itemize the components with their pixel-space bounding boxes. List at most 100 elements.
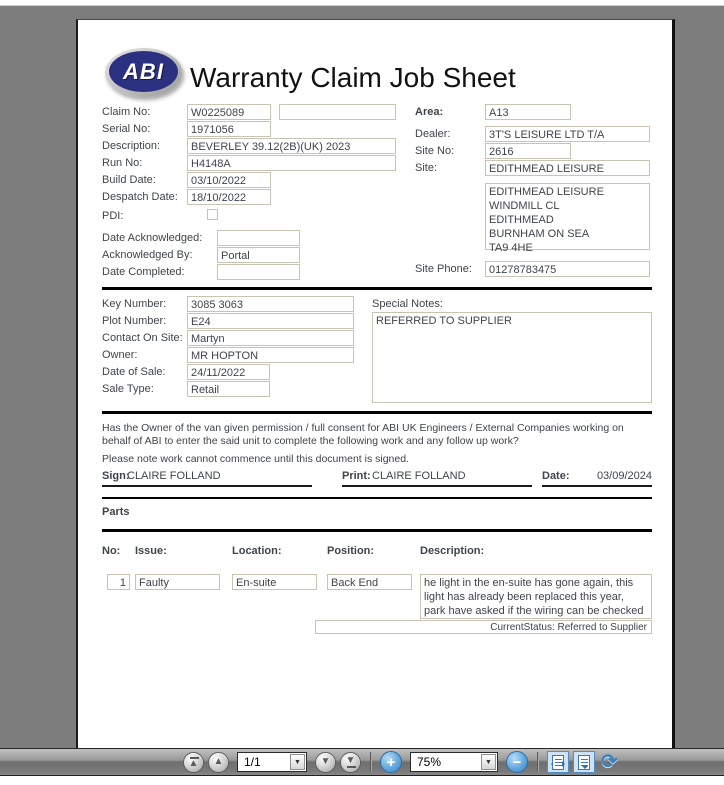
zoom-in-button[interactable]: + — [380, 751, 402, 773]
contact-on-site-field[interactable]: Martyn — [187, 330, 354, 346]
acknowledged-by-label: Acknowledged By: — [102, 249, 193, 261]
zoom-level-value: 75% — [417, 755, 442, 769]
fit-whole-page-button[interactable] — [573, 751, 595, 773]
part-position-field[interactable]: Back End — [327, 574, 412, 590]
previous-page-button[interactable]: ▲ — [208, 751, 229, 773]
owner-field[interactable]: MR HOPTON — [187, 347, 354, 363]
dealer-field[interactable]: 3T'S LEISURE LTD T/A — [485, 126, 650, 142]
key-number-field[interactable]: 3085 3063 — [187, 296, 354, 312]
contact-on-site-label: Contact On Site: — [102, 332, 183, 344]
viewer-toolbar: ▲ ▲ 1/1 ▼ ▼ ▼ + 75% ▼ − — [0, 748, 724, 776]
parts-header-location: Location: — [232, 545, 282, 557]
area-label: Area: — [415, 106, 444, 118]
down-arrow-icon: ▼ — [320, 756, 331, 767]
date-of-sale-label: Date of Sale: — [102, 366, 166, 378]
site-address-field[interactable]: EDITHMEAD LEISURE WINDMILL CL EDITHMEAD … — [485, 183, 650, 254]
section-divider-2 — [102, 411, 652, 414]
build-date-label: Build Date: — [102, 174, 156, 186]
site-label: Site: — [415, 162, 438, 174]
abi-logo-text: ABI — [123, 58, 164, 84]
special-notes-field[interactable]: REFERRED TO SUPPLIER — [372, 312, 652, 403]
date-completed-field[interactable] — [217, 264, 300, 280]
plus-icon: + — [386, 753, 396, 771]
print-line — [342, 485, 532, 487]
despatch-date-label: Despatch Date: — [102, 191, 178, 203]
claim-no-field[interactable]: W0225089 — [187, 104, 271, 120]
owner-label: Owner: — [102, 349, 138, 361]
zoom-out-button[interactable]: − — [506, 751, 528, 773]
page-indicator-combobox[interactable]: 1/1 ▼ — [237, 752, 307, 772]
claim-no-label: Claim No: — [102, 106, 151, 118]
plot-number-field[interactable]: E24 — [187, 313, 354, 329]
consent-question: Has the Owner of the van given permissio… — [102, 422, 624, 447]
date-label: Date: — [542, 470, 570, 482]
claim-no-extra-field[interactable] — [279, 104, 396, 120]
section-divider-1 — [102, 287, 652, 290]
sale-type-label: Sale Type: — [102, 383, 154, 395]
dealer-label: Dealer: — [415, 128, 451, 140]
zoom-level-combobox[interactable]: 75% ▼ — [410, 752, 498, 772]
site-phone-field[interactable]: 01278783475 — [485, 261, 650, 277]
consent-note: Please note work cannot commence until t… — [102, 453, 409, 465]
down-arrow-icon: ▼ — [345, 754, 356, 766]
toolbar-separator — [370, 752, 371, 772]
date-acknowledged-field[interactable] — [217, 230, 300, 246]
part-no-field[interactable]: 1 — [107, 574, 130, 590]
part-description-field[interactable]: he light in the en-suite has gone again,… — [420, 574, 652, 631]
pdi-label: PDI: — [102, 210, 124, 222]
dropdown-arrow-icon[interactable]: ▼ — [481, 754, 496, 770]
acknowledged-by-field[interactable]: Portal — [217, 247, 300, 263]
parts-header-no: No: — [102, 545, 121, 557]
description-field[interactable]: BEVERLEY 39.12(2B)(UK) 2023 — [187, 138, 396, 154]
refresh-button[interactable]: ⟳ — [601, 752, 618, 772]
parts-section-title: Parts — [102, 506, 130, 518]
sale-type-field[interactable]: Retail — [187, 381, 270, 397]
pdi-checkbox[interactable] — [207, 209, 218, 220]
report-page: ABI Warranty Claim Job Sheet Claim No: W… — [76, 19, 675, 749]
page-title: Warranty Claim Job Sheet — [190, 62, 516, 93]
report-viewer-background: ABI Warranty Claim Job Sheet Claim No: W… — [0, 5, 724, 749]
sign-line — [102, 485, 312, 487]
abi-logo-oval: ABI — [109, 51, 178, 92]
build-date-field[interactable]: 03/10/2022 — [187, 172, 271, 188]
date-of-sale-field[interactable]: 24/11/2022 — [187, 364, 270, 380]
section-divider-3 — [102, 497, 652, 499]
serial-no-label: Serial No: — [102, 123, 151, 135]
toolbar-separator — [537, 752, 538, 772]
run-no-label: Run No: — [102, 157, 143, 169]
run-no-field[interactable]: H4148A — [187, 155, 396, 171]
key-number-label: Key Number: — [102, 298, 167, 310]
site-no-label: Site No: — [415, 145, 455, 157]
page-indicator-value: 1/1 — [244, 755, 261, 769]
first-page-button[interactable]: ▲ — [183, 751, 204, 773]
sign-value[interactable]: CLAIRE FOLLAND — [127, 470, 221, 482]
date-acknowledged-label: Date Acknowledged: — [102, 232, 203, 244]
plot-number-label: Plot Number: — [102, 315, 167, 327]
parts-header-position: Position: — [327, 545, 375, 557]
dropdown-arrow-icon[interactable]: ▼ — [290, 754, 305, 770]
next-page-button[interactable]: ▼ — [315, 751, 336, 773]
date-line — [542, 485, 652, 487]
part-location-field[interactable]: En-suite — [232, 574, 317, 590]
despatch-date-field[interactable]: 18/10/2022 — [187, 189, 271, 205]
part-issue-field[interactable]: Faulty — [135, 574, 220, 590]
print-value[interactable]: CLAIRE FOLLAND — [372, 470, 466, 482]
serial-no-field[interactable]: 1971056 — [187, 121, 271, 137]
date-value[interactable]: 03/09/2024 — [596, 470, 652, 482]
special-notes-label: Special Notes: — [372, 298, 443, 310]
up-arrow-icon: ▲ — [213, 756, 224, 767]
parts-header-issue: Issue: — [135, 545, 167, 557]
area-field[interactable]: A13 — [485, 104, 571, 120]
part-status-field: CurrentStatus: Referred to Supplier — [315, 620, 652, 634]
fit-width-icon — [552, 754, 564, 770]
fit-page-width-button[interactable] — [547, 751, 569, 773]
site-no-field[interactable]: 2616 — [485, 143, 571, 159]
site-field[interactable]: EDITHMEAD LEISURE — [485, 160, 650, 176]
abi-logo: ABI — [105, 48, 182, 97]
last-page-button[interactable]: ▼ — [340, 751, 361, 773]
last-page-icon — [347, 765, 356, 768]
fit-page-icon — [578, 754, 590, 770]
sign-label: Sign: — [102, 470, 130, 482]
section-divider-4 — [102, 529, 652, 532]
first-page-icon — [190, 756, 199, 759]
